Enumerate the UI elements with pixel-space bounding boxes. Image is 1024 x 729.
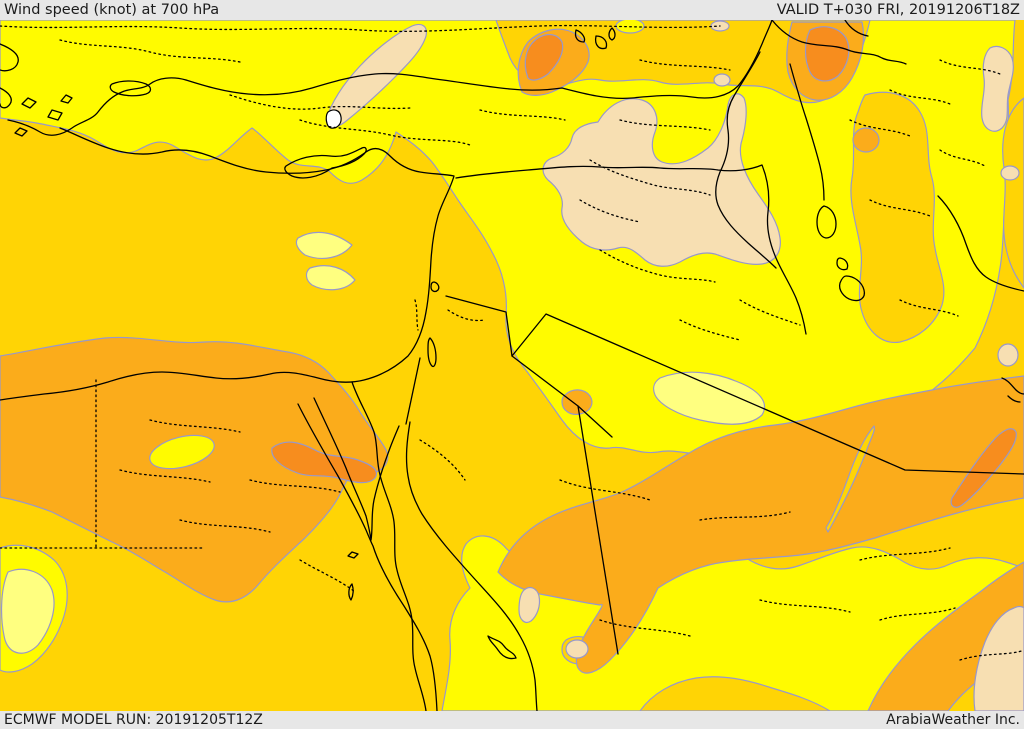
lakes [325,109,342,129]
footer-bar: ECMWF MODEL RUN: 20191205T12Z ArabiaWeat… [0,711,1024,729]
admin-borders-dotted [0,24,1024,661]
weather-map-svg [0,20,1024,711]
header-bar: Wind speed (knot) at 700 hPa VALID T+030… [0,0,1024,20]
map-canvas [0,20,1024,711]
valid-time-label: VALID T+030 FRI, 20191206T18Z [776,1,1020,18]
map-title: Wind speed (knot) at 700 hPa [4,1,220,18]
country-borders [0,20,1024,711]
brand-label: ArabiaWeather Inc. [886,712,1020,728]
model-run-label: ECMWF MODEL RUN: 20191205T12Z [4,712,263,728]
wind-fill-regions [0,20,1024,711]
